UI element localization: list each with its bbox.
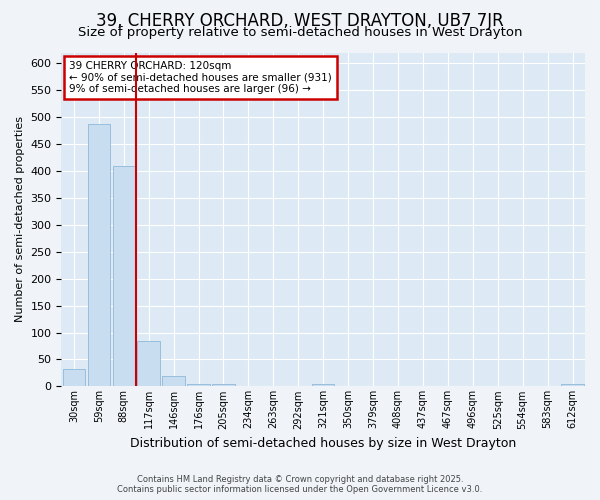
Bar	[62, 369, 85, 386]
Bar	[88, 124, 110, 386]
X-axis label: Distribution of semi-detached houses by size in West Drayton: Distribution of semi-detached houses by …	[130, 437, 517, 450]
Bar	[137, 341, 160, 386]
Bar	[187, 384, 210, 386]
Y-axis label: Number of semi-detached properties: Number of semi-detached properties	[15, 116, 25, 322]
Bar	[562, 384, 584, 386]
Bar	[163, 376, 185, 386]
Bar	[312, 384, 334, 386]
Text: Size of property relative to semi-detached houses in West Drayton: Size of property relative to semi-detach…	[78, 26, 522, 39]
Text: 39 CHERRY ORCHARD: 120sqm
← 90% of semi-detached houses are smaller (931)
9% of : 39 CHERRY ORCHARD: 120sqm ← 90% of semi-…	[69, 61, 332, 94]
Text: Contains HM Land Registry data © Crown copyright and database right 2025.
Contai: Contains HM Land Registry data © Crown c…	[118, 474, 482, 494]
Bar	[113, 166, 135, 386]
Bar	[212, 384, 235, 386]
Text: 39, CHERRY ORCHARD, WEST DRAYTON, UB7 7JR: 39, CHERRY ORCHARD, WEST DRAYTON, UB7 7J…	[96, 12, 504, 30]
